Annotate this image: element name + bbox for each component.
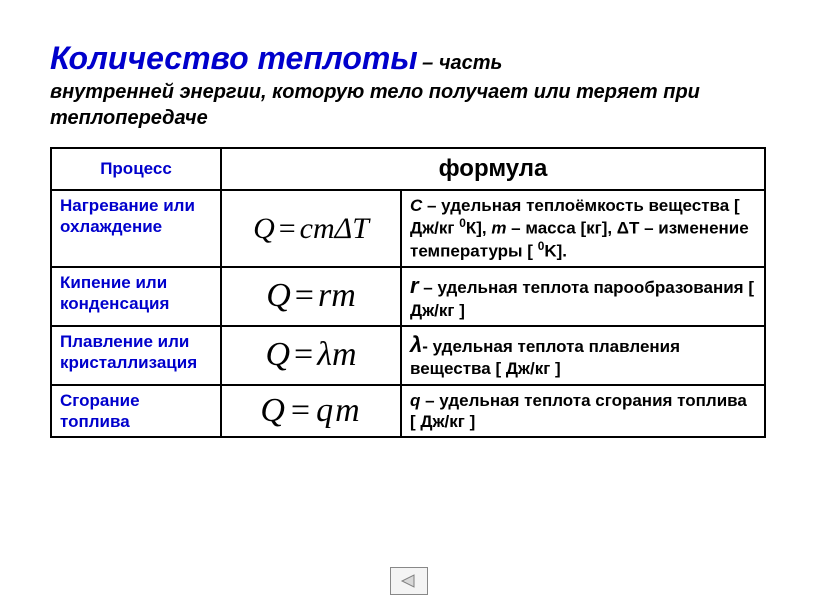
formula-cell: Q=λm bbox=[221, 326, 401, 385]
table-row: Кипение или конденсация Q=rm r – удельна… bbox=[51, 267, 765, 326]
title-block: Количество теплоты – часть внутренней эн… bbox=[50, 40, 766, 131]
table-header-row: Процесс формула bbox=[51, 148, 765, 190]
table-row: Плавление или кристаллизация Q=λm λ- уде… bbox=[51, 326, 765, 385]
back-button[interactable] bbox=[390, 567, 428, 595]
main-title: Количество теплоты bbox=[50, 40, 418, 76]
title-line2: внутренней энергии, которую тело получае… bbox=[50, 79, 766, 131]
formula-cell: Q=cmΔT bbox=[221, 190, 401, 267]
triangle-left-icon bbox=[400, 574, 418, 588]
header-process: Процесс bbox=[51, 148, 221, 190]
table-row: Нагревание или охлаждение Q=cmΔT C – уде… bbox=[51, 190, 765, 267]
formulas-table: Процесс формула Нагревание или охлаждени… bbox=[50, 147, 766, 438]
description-cell: C – удельная теплоёмкость вещества [ Дж/… bbox=[401, 190, 765, 267]
process-cell: Сгорание топлива bbox=[51, 385, 221, 438]
description-cell: r – удельная теплота парообразования [ Д… bbox=[401, 267, 765, 326]
process-cell: Нагревание или охлаждение bbox=[51, 190, 221, 267]
process-cell: Плавление или кристаллизация bbox=[51, 326, 221, 385]
description-cell: λ- удельная теплота плавления вещества [… bbox=[401, 326, 765, 385]
formula-cell: Q=qm bbox=[221, 385, 401, 438]
header-formula: формула bbox=[221, 148, 765, 190]
formula-cell: Q=rm bbox=[221, 267, 401, 326]
description-cell: q – удельная теплота сгорания топлива [ … bbox=[401, 385, 765, 438]
title-connector: – часть bbox=[422, 52, 502, 74]
table-row: Сгорание топлива Q=qm q – удельная тепло… bbox=[51, 385, 765, 438]
process-cell: Кипение или конденсация bbox=[51, 267, 221, 326]
slide-content: Количество теплоты – часть внутренней эн… bbox=[0, 0, 816, 458]
